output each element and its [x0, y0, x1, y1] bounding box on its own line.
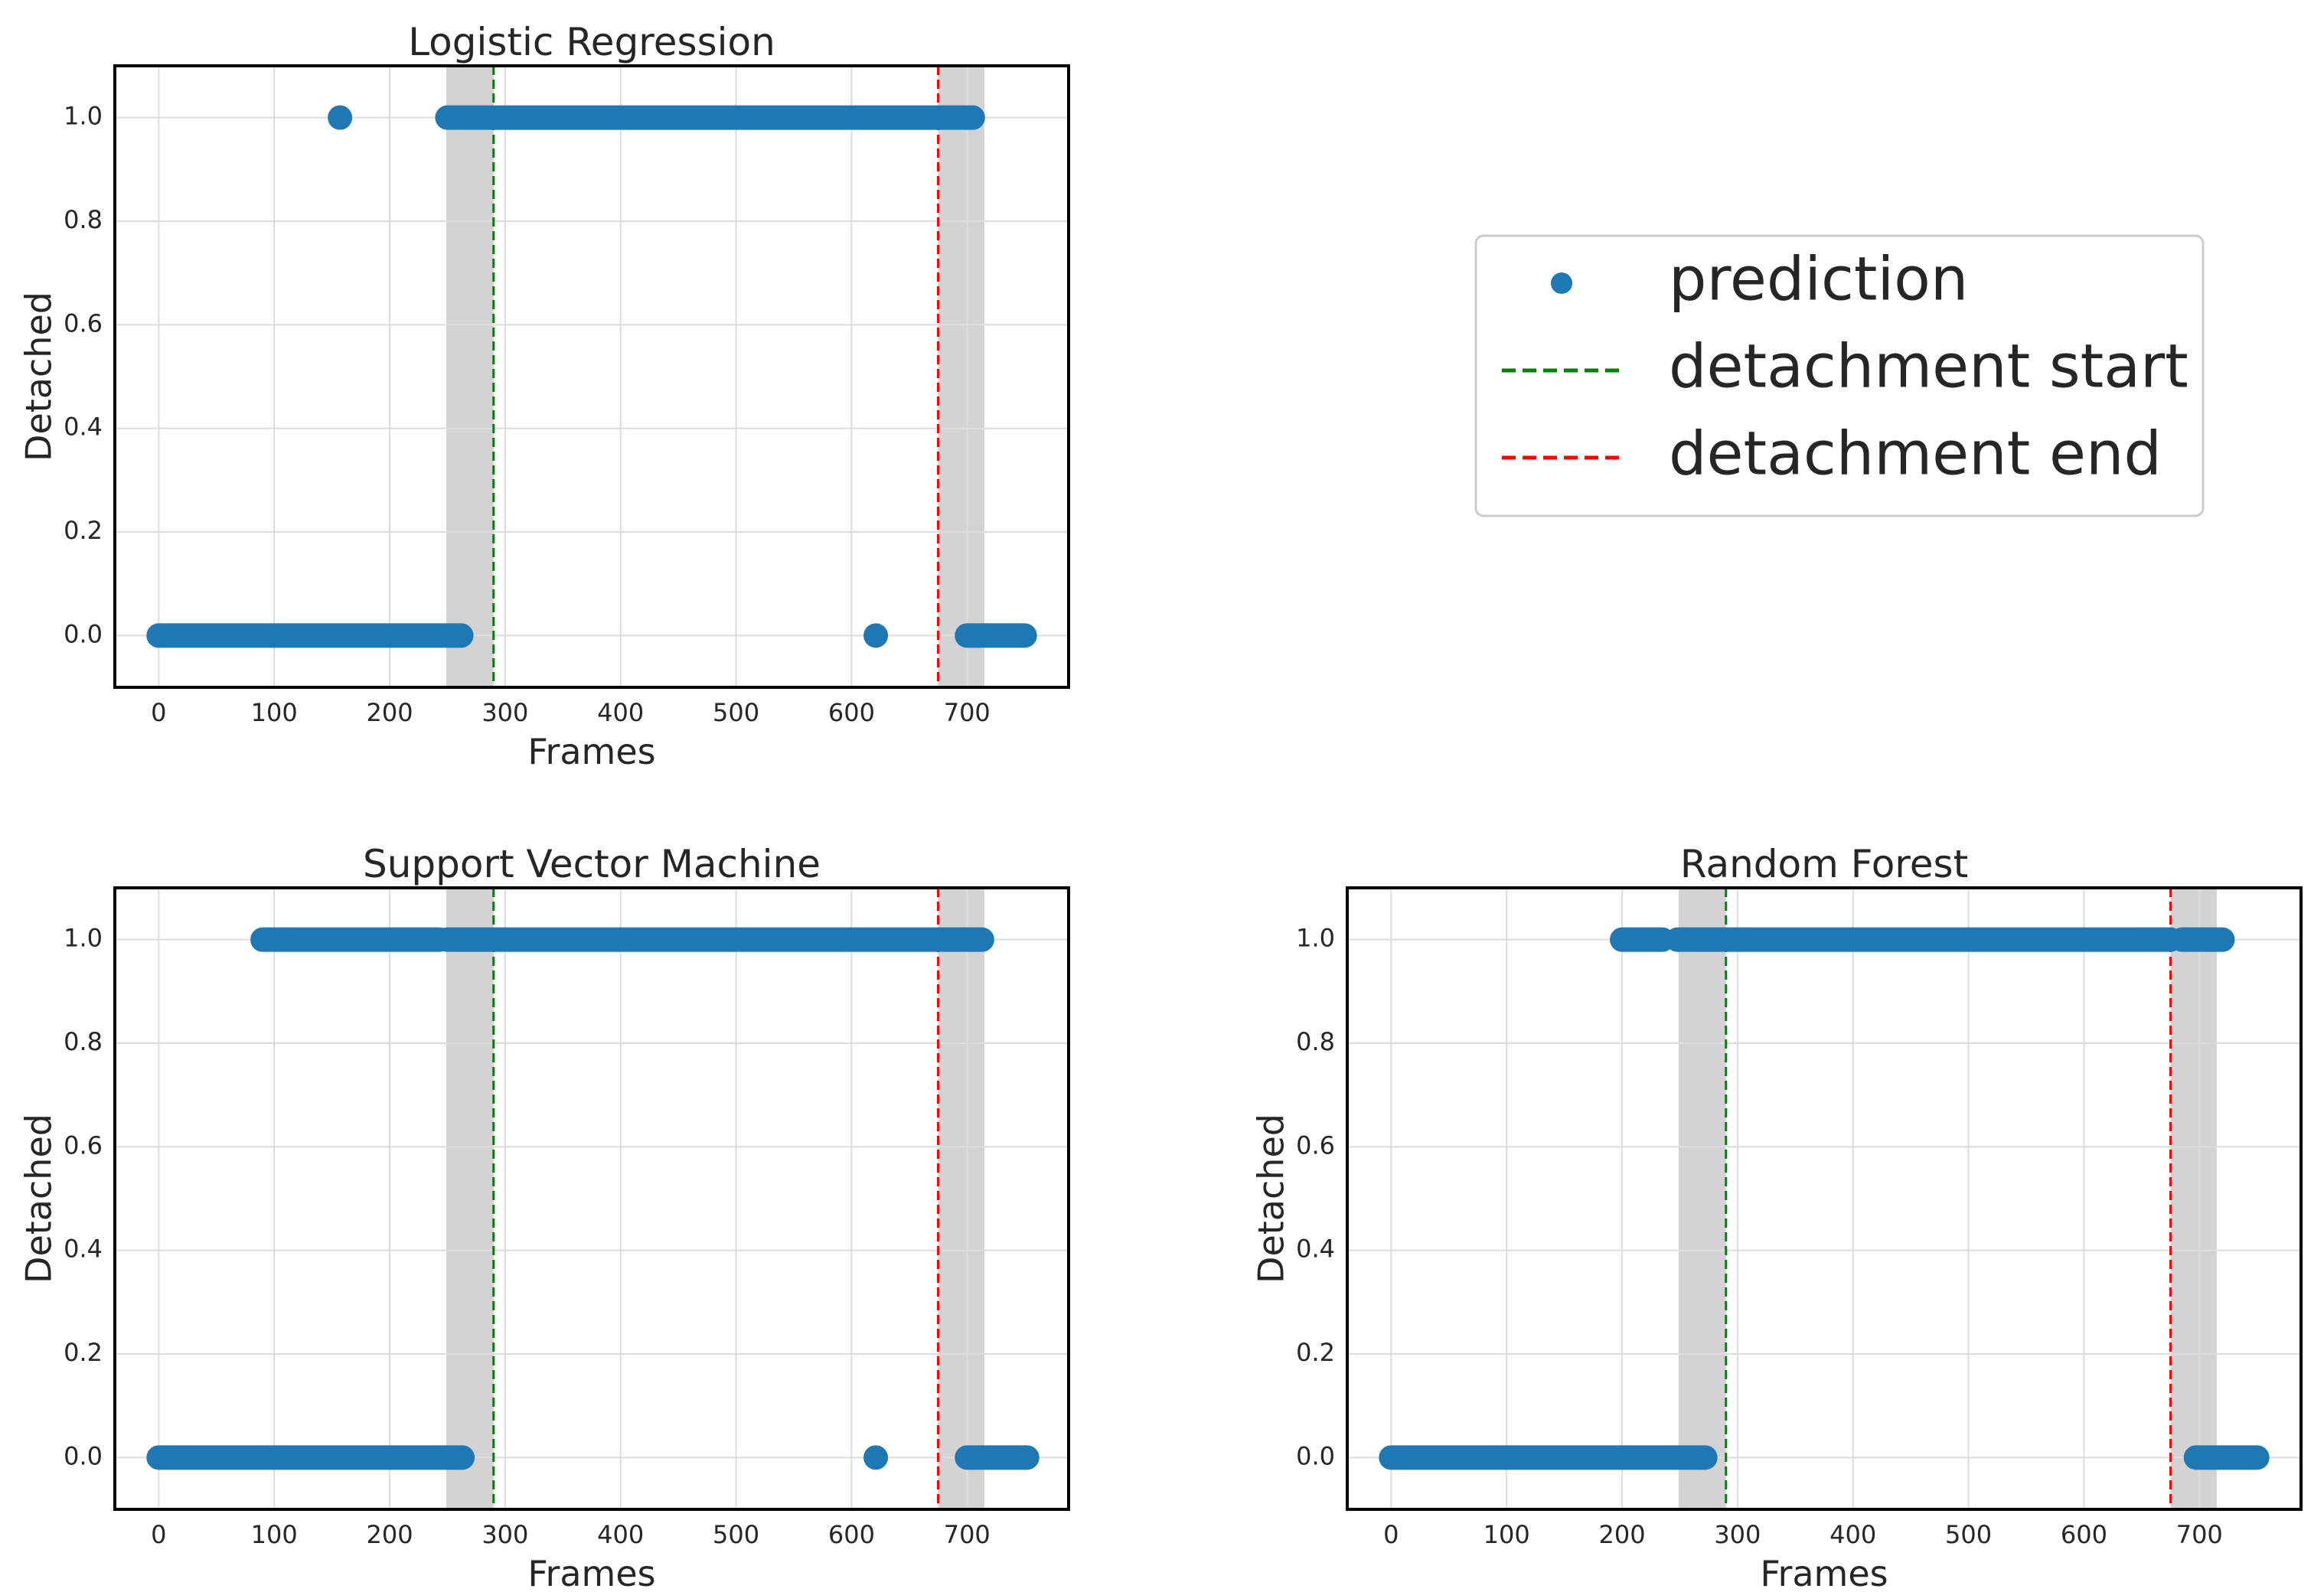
y-tick-label-0.8: 0.8 — [1296, 1027, 1335, 1056]
x-tick-label-0: 0 — [1383, 1520, 1399, 1549]
x-tick-label-600: 600 — [828, 1520, 875, 1549]
y-tick-label-0.4: 0.4 — [1296, 1235, 1335, 1264]
x-tick-label-100: 100 — [251, 1520, 298, 1549]
shaded-region-1 — [938, 66, 984, 687]
y-axis-label: Detached — [18, 1114, 60, 1284]
y-tick-label-1.0: 1.0 — [64, 102, 103, 131]
x-tick-label-400: 400 — [1829, 1520, 1876, 1549]
x-tick-label-100: 100 — [1484, 1520, 1530, 1549]
y-tick-label-0.2: 0.2 — [1296, 1338, 1335, 1367]
y-tick-label-0.2: 0.2 — [64, 1338, 103, 1367]
y-axis-label: Detached — [18, 292, 60, 462]
y-axis-label: Detached — [1251, 1114, 1292, 1284]
y-tick-label-0.6: 0.6 — [1296, 1130, 1335, 1160]
legend-detachment-start-label: detachment start — [1669, 332, 2189, 401]
chart-random-forest: 0 100 200 300 400 500 600 700 0.0 0.2 0.4 0.6 0.8 1.0… — [1251, 842, 2303, 1592]
x-tick-label-200: 200 — [366, 698, 413, 727]
chart-title: Support Vector Machine — [363, 842, 821, 886]
x-tick-label-700: 700 — [944, 1520, 991, 1549]
x-tick-label-500: 500 — [1945, 1520, 1992, 1549]
chart-support-vector-machine: 0 100 200 300 400 500 600 700 0.0 0.2 0.4 0.6 0.8 1.0… — [18, 842, 1070, 1592]
x-tick-label-600: 600 — [2061, 1520, 2107, 1549]
shaded-region-1 — [2170, 888, 2217, 1509]
x-tick-label-100: 100 — [251, 698, 298, 727]
x-tick-label-300: 300 — [481, 1520, 528, 1549]
x-tick-label-700: 700 — [2176, 1520, 2223, 1549]
chart-logistic-regression: 0 100 200 300 400 500 600 700 0.0 0.2 0.4 0.6 0.8 1.0… — [18, 20, 1070, 772]
legend-detachment-end-label: detachment end — [1669, 419, 2162, 488]
x-axis-label: Frames — [527, 1553, 655, 1592]
x-tick-label-0: 0 — [151, 698, 166, 727]
y-tick-label-0.0: 0.0 — [64, 1441, 103, 1470]
x-tick-label-500: 500 — [713, 698, 759, 727]
x-tick-label-0: 0 — [151, 1520, 166, 1549]
x-tick-label-600: 600 — [828, 698, 875, 727]
shaded-region-1 — [938, 888, 984, 1509]
x-tick-label-400: 400 — [597, 1520, 644, 1549]
x-tick-label-700: 700 — [944, 698, 991, 727]
x-tick-label-200: 200 — [366, 1520, 413, 1549]
axes-frame — [113, 886, 1070, 1511]
axes-frame — [113, 64, 1070, 689]
y-tick-label-0.6: 0.6 — [64, 308, 103, 338]
y-tick-label-0.2: 0.2 — [64, 516, 103, 545]
x-axis-label: Frames — [527, 731, 655, 772]
y-tick-label-1.0: 1.0 — [64, 924, 103, 953]
shaded-region-0 — [446, 66, 494, 687]
x-tick-label-500: 500 — [713, 1520, 759, 1549]
y-tick-label-0.8: 0.8 — [64, 205, 103, 234]
legend-frame — [1474, 234, 2205, 517]
chart-title: Random Forest — [1680, 842, 1968, 886]
legend: prediction detachment start detachment e… — [1474, 234, 2205, 517]
y-tick-label-0.4: 0.4 — [64, 413, 103, 442]
y-tick-label-0.0: 0.0 — [64, 619, 103, 648]
x-tick-label-300: 300 — [1714, 1520, 1761, 1549]
y-tick-label-1.0: 1.0 — [1296, 924, 1335, 953]
legend-prediction-label: prediction — [1669, 245, 1968, 314]
x-tick-label-300: 300 — [481, 698, 528, 727]
x-axis-label: Frames — [1760, 1553, 1888, 1592]
y-tick-label-0.0: 0.0 — [1296, 1441, 1335, 1470]
x-tick-label-400: 400 — [597, 698, 644, 727]
legend-prediction-marker — [1551, 272, 1572, 294]
shaded-region-0 — [1678, 888, 1726, 1509]
x-tick-label-200: 200 — [1598, 1520, 1645, 1549]
shaded-region-0 — [446, 888, 494, 1509]
y-tick-label-0.6: 0.6 — [64, 1130, 103, 1160]
y-tick-label-0.4: 0.4 — [64, 1235, 103, 1264]
chart-title: Logistic Regression — [408, 20, 775, 64]
y-tick-label-0.8: 0.8 — [64, 1027, 103, 1056]
axes-frame — [1346, 886, 2303, 1511]
